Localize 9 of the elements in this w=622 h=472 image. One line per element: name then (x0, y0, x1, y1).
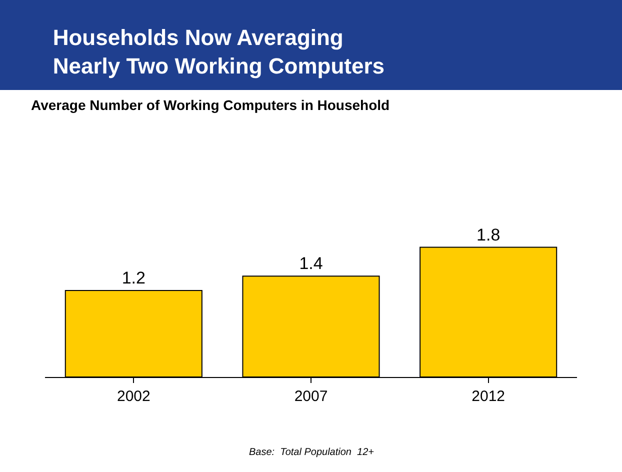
data-label: 1.4 (299, 254, 323, 274)
x-tick-label: 2012 (472, 388, 506, 405)
text: Base: Total Population 12+ (249, 447, 374, 458)
chart-title: Households Now Averaging Nearly Two Working Computers (52, 24, 385, 78)
data-label: 1.2 (122, 268, 146, 288)
data-label: 1.8 (476, 225, 500, 244)
chart-subtitle: Average Number of Working Computers in Household (31, 97, 390, 113)
x-tick-label: 2002 (116, 388, 150, 405)
x-tick-label: 2007 (294, 388, 328, 405)
